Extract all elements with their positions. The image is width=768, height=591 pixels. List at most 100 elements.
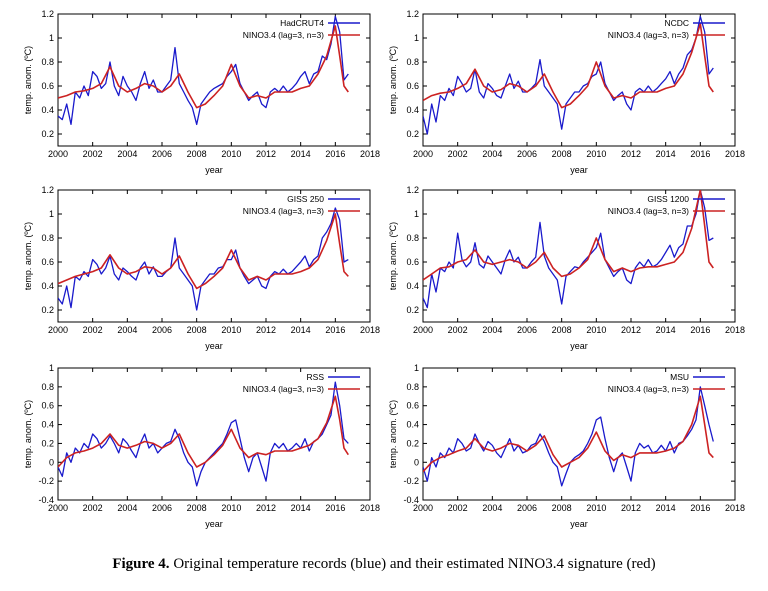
y-tick-label: 1: [414, 363, 419, 373]
y-tick-label: 1: [414, 209, 419, 219]
x-tick-label: 2008: [187, 503, 207, 513]
x-tick-label: 2008: [552, 325, 572, 335]
x-tick-label: 2000: [413, 149, 433, 159]
y-axis-label: temp. anom. (ºC): [23, 46, 33, 114]
chart-panel-6: 2000 2002 2004 2006 2008 2010 2012 2014 2016 2018…: [388, 363, 745, 529]
x-tick-label: 2012: [256, 503, 276, 513]
y-tick-label: 0.8: [41, 57, 54, 67]
nino-series-line: [423, 22, 714, 109]
x-tick-label: 2016: [690, 325, 710, 335]
y-tick-label: 0.8: [41, 382, 54, 392]
y-tick-label: 0.2: [406, 438, 419, 448]
x-tick-label: 2014: [656, 149, 676, 159]
legend-label: NINO3.4 (lag=3, n=3): [243, 384, 324, 394]
chart-panel-5: 2000 2002 2004 2006 2008 2010 2012 2014 2016 2018…: [23, 363, 380, 529]
x-tick-label: 2018: [725, 149, 745, 159]
x-tick-label: 2010: [221, 325, 241, 335]
y-tick-label: 0.2: [41, 305, 54, 315]
legend-label: HadCRUT4: [280, 18, 324, 28]
y-axis-label: temp. anom. (ºC): [23, 222, 33, 290]
y-tick-label: 0.4: [41, 420, 54, 430]
x-tick-label: 2010: [221, 149, 241, 159]
figure-caption: Figure 4. Original temperature records (…: [0, 556, 768, 573]
x-tick-label: 2004: [482, 149, 502, 159]
y-tick-label: 0.6: [41, 81, 54, 91]
legend-label: NINO3.4 (lag=3, n=3): [243, 30, 324, 40]
nino-series-line: [423, 395, 714, 473]
x-tick-label: 2006: [517, 149, 537, 159]
observed-series-line: [58, 207, 349, 311]
x-tick-label: 2008: [552, 503, 572, 513]
x-tick-label: 2014: [291, 149, 311, 159]
x-tick-label: 2014: [291, 503, 311, 513]
x-tick-label: 2000: [48, 503, 68, 513]
y-tick-label: 1: [414, 33, 419, 43]
y-tick-label: 0: [49, 457, 54, 467]
chart-panel-3: 2000 2002 2004 2006 2008 2010 2012 2014 2016 2018…: [23, 185, 380, 351]
x-tick-label: 2002: [83, 149, 103, 159]
x-tick-label: 2006: [517, 503, 537, 513]
legend-label: NINO3.4 (lag=3, n=3): [243, 206, 324, 216]
x-tick-label: 2000: [48, 325, 68, 335]
y-tick-label: -0.2: [403, 476, 419, 486]
x-tick-label: 2016: [325, 325, 345, 335]
chart-panel-2: 2000 2002 2004 2006 2008 2010 2012 2014 2016 2018…: [388, 9, 745, 175]
plot-frame: [422, 13, 736, 147]
x-tick-label: 2010: [221, 503, 241, 513]
y-tick-label: 0.6: [41, 401, 54, 411]
y-tick-label: 1: [49, 363, 54, 373]
chart-panel-1: 2000 2002 2004 2006 2008 2010 2012 2014 2016 2018…: [23, 9, 380, 175]
x-axis-label: year: [570, 165, 588, 175]
y-tick-label: 0.2: [41, 129, 54, 139]
legend-label: GISS 250: [287, 194, 324, 204]
plot-frame: [57, 367, 371, 501]
legend-label: NCDC: [664, 18, 689, 28]
x-tick-label: 2010: [586, 325, 606, 335]
y-tick-label: 0.4: [406, 105, 419, 115]
x-axis-label: year: [205, 519, 223, 529]
x-tick-label: 2006: [152, 503, 172, 513]
y-tick-label: 1: [49, 33, 54, 43]
x-tick-label: 2008: [187, 325, 207, 335]
plot-frame: [422, 189, 736, 323]
x-tick-label: 2012: [621, 503, 641, 513]
x-tick-label: 2012: [621, 325, 641, 335]
nino-series-line: [58, 213, 349, 290]
legend-label: NINO3.4 (lag=3, n=3): [608, 30, 689, 40]
plot-frame: [422, 367, 736, 501]
x-tick-label: 2002: [448, 149, 468, 159]
x-tick-label: 2018: [360, 325, 380, 335]
x-axis-label: year: [205, 165, 223, 175]
x-axis-label: year: [205, 341, 223, 351]
nino-series-line: [58, 25, 349, 109]
y-tick-label: 0.4: [406, 281, 419, 291]
x-tick-label: 2002: [448, 503, 468, 513]
y-tick-label: 0.8: [406, 57, 419, 67]
x-tick-label: 2018: [360, 503, 380, 513]
x-tick-label: 2014: [291, 325, 311, 335]
y-axis-label: temp. anom. (ºC): [388, 222, 398, 290]
nino-series-line: [423, 190, 714, 281]
y-tick-label: 0.6: [406, 257, 419, 267]
y-tick-label: 0.4: [406, 420, 419, 430]
y-tick-label: 0: [414, 457, 419, 467]
observed-series-line: [423, 386, 714, 487]
caption-text: Original temperature records (blue) and …: [169, 556, 656, 572]
x-tick-label: 2014: [656, 503, 676, 513]
x-tick-label: 2006: [152, 325, 172, 335]
x-tick-label: 2008: [552, 149, 572, 159]
y-tick-label: 0.4: [41, 105, 54, 115]
y-tick-label: 1: [49, 209, 54, 219]
x-tick-label: 2016: [325, 503, 345, 513]
y-tick-label: -0.2: [38, 476, 54, 486]
y-tick-label: 0.2: [406, 305, 419, 315]
x-tick-label: 2006: [517, 325, 537, 335]
y-tick-label: -0.4: [403, 495, 419, 505]
x-tick-label: 2004: [482, 503, 502, 513]
x-tick-label: 2016: [690, 503, 710, 513]
x-tick-label: 2002: [83, 325, 103, 335]
legend-label: RSS: [307, 372, 325, 382]
x-tick-label: 2010: [586, 503, 606, 513]
x-tick-label: 2016: [690, 149, 710, 159]
x-tick-label: 2016: [325, 149, 345, 159]
